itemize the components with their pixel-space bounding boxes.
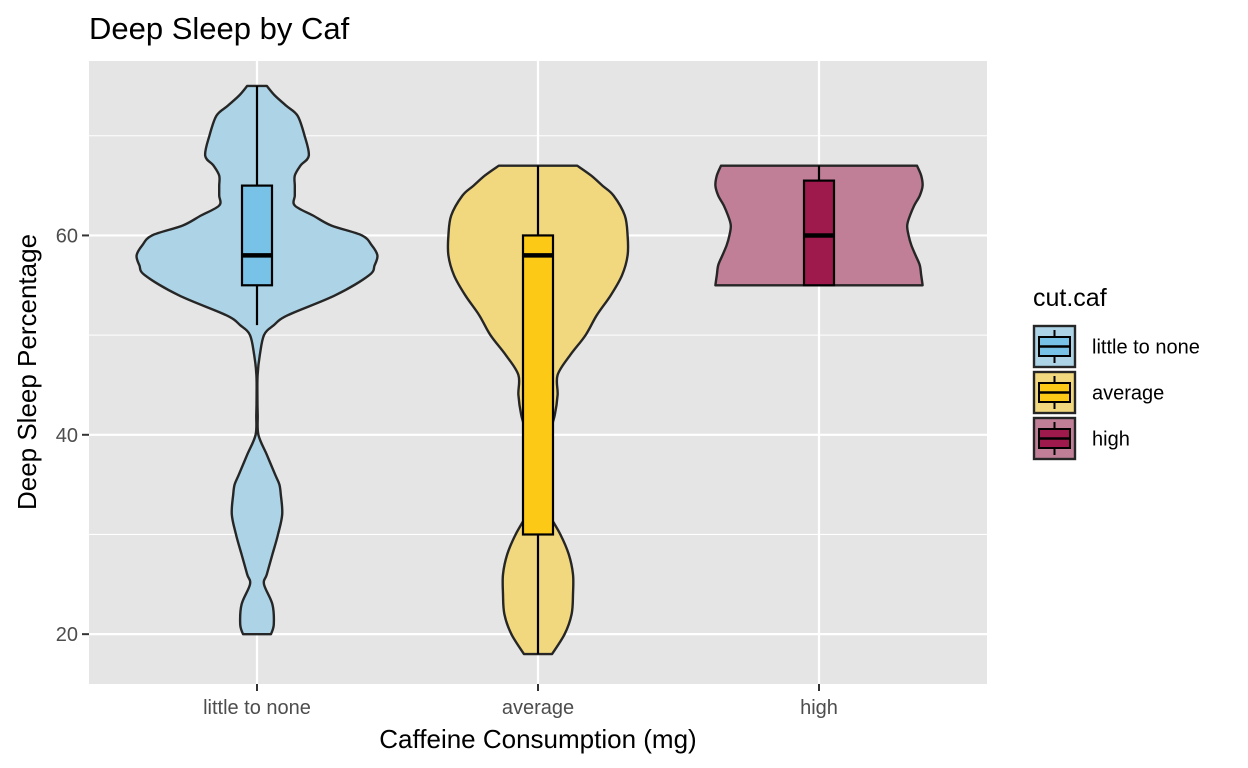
x-tick-label: high <box>800 697 838 719</box>
x-axis-title: Caffeine Consumption (mg) <box>379 724 696 754</box>
legend-label: average <box>1092 383 1164 405</box>
violins <box>135 84 924 656</box>
violin-little-to-none <box>135 84 379 636</box>
legend-item-little-to-none: little to none <box>1032 324 1200 369</box>
legend-title: cut.caf <box>1033 284 1107 312</box>
legend-item-average: average <box>1032 370 1164 415</box>
box-little-to-none <box>240 184 274 287</box>
y-tick-label: 40 <box>56 425 78 447</box>
y-tick-label: 60 <box>56 225 78 247</box>
box-average <box>521 234 555 536</box>
legend-item-high: high <box>1032 416 1130 461</box>
chart-title: Deep Sleep by Caf <box>89 11 350 46</box>
box-high <box>802 179 836 287</box>
legend-label: high <box>1092 429 1130 451</box>
legend-label: little to none <box>1092 337 1200 359</box>
x-tick-label: little to none <box>203 697 311 719</box>
axis-ticks: 20 40 60 little to none average high <box>56 225 838 719</box>
y-axis-title: Deep Sleep Percentage <box>12 234 42 510</box>
boxplots <box>240 85 836 655</box>
y-tick-label: 20 <box>56 624 78 646</box>
x-tick-label: average <box>502 697 574 719</box>
legend-keys: little to none average high <box>1032 324 1200 461</box>
legend: cut.caf little to none average high <box>1032 284 1200 461</box>
